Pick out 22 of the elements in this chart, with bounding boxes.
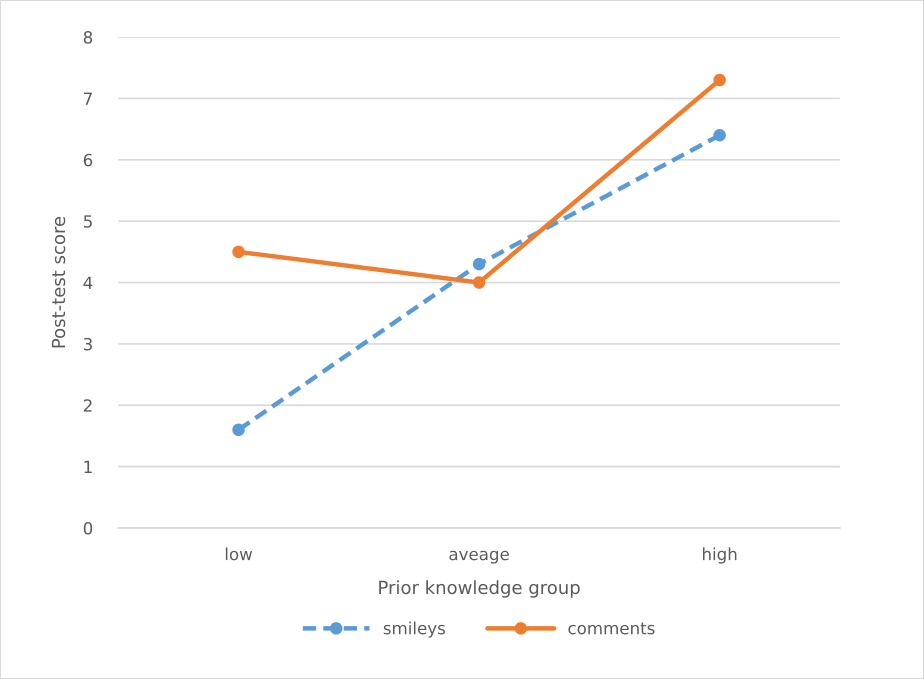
legend-label: smileys <box>384 622 446 638</box>
point <box>232 246 245 258</box>
y-tick-label: 2 <box>84 399 92 412</box>
y-tick-label: 6 <box>84 154 92 166</box>
x-axis-title: Prior knowledge group <box>379 580 580 598</box>
point <box>232 424 245 436</box>
point <box>472 258 486 270</box>
y-tick-label: 5 <box>84 215 92 228</box>
y-tick-label: 4 <box>83 276 92 289</box>
y-tick-label: 7 <box>84 92 92 105</box>
point <box>472 276 486 289</box>
y-axis-title: Post-test score <box>52 216 66 348</box>
legend-label: comments <box>568 622 655 634</box>
point <box>713 74 726 86</box>
y-tick-label: 0 <box>84 522 92 535</box>
y-tick-label: 8 <box>84 31 92 44</box>
y-tick-label: 1 <box>84 460 92 473</box>
y-tick-label: 3 <box>84 338 92 350</box>
x-tick-label: aveage <box>449 550 509 564</box>
x-tick-label: low <box>226 547 252 560</box>
x-tick-label: high <box>702 547 736 564</box>
point <box>713 129 726 142</box>
